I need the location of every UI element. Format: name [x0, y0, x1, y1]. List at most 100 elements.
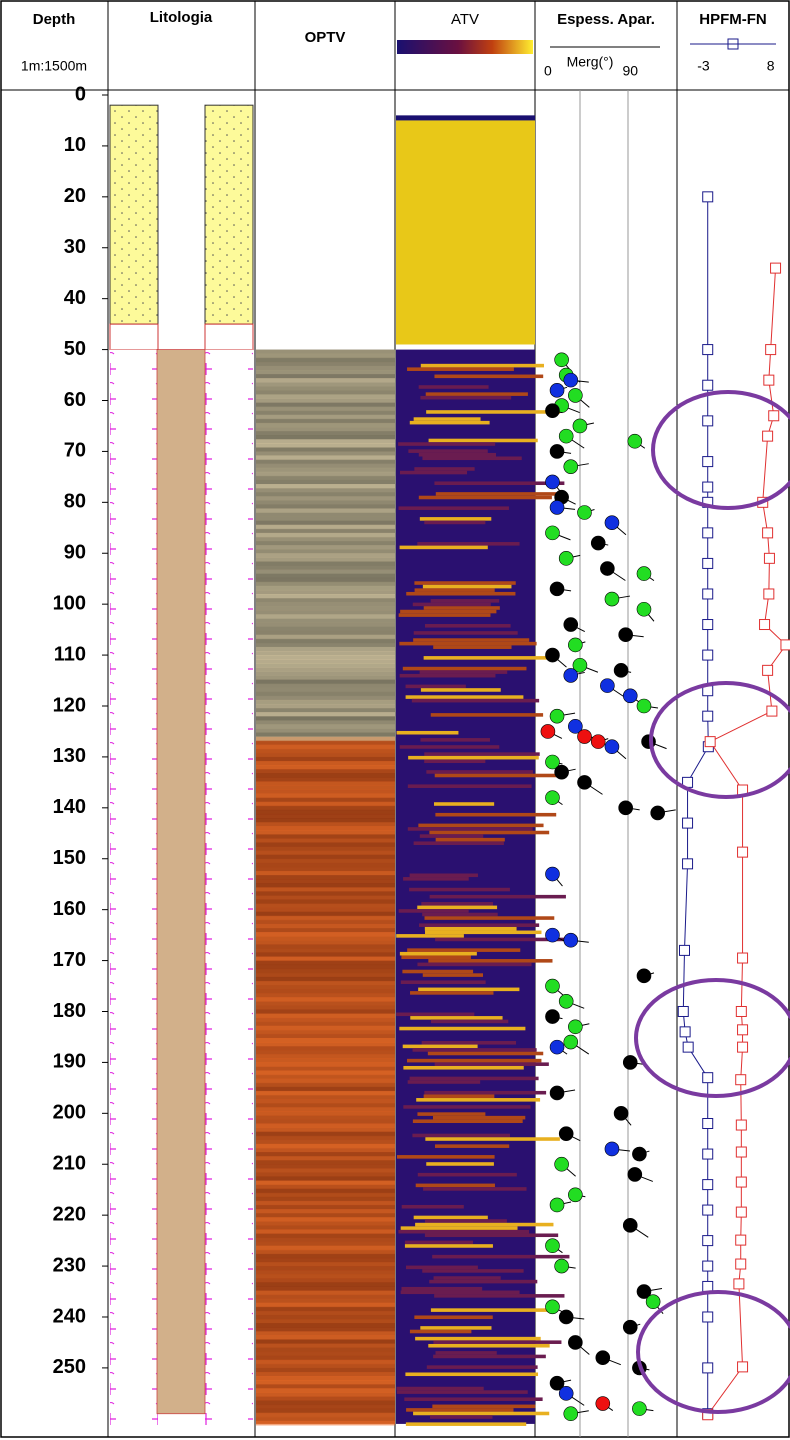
- tadpole-head: [545, 928, 559, 942]
- tadpole: [550, 1198, 571, 1212]
- optv-stripe: [256, 875, 395, 880]
- tadpole: [623, 1218, 648, 1237]
- optv-stripe: [256, 1311, 395, 1316]
- optv-stripe: [256, 1115, 395, 1120]
- optv-stripe: [256, 378, 395, 383]
- hpfm-marker: [703, 1363, 713, 1373]
- optv-stripe: [256, 895, 395, 900]
- atv-stripe: [424, 752, 539, 756]
- tadpole-head: [545, 526, 559, 540]
- optv-stripe: [256, 1201, 395, 1206]
- optv-stripe: [256, 504, 395, 509]
- tadpole-head: [605, 1142, 619, 1156]
- tadpole-head: [619, 801, 633, 815]
- optv-stripe: [256, 802, 395, 807]
- optv-stripe: [256, 1128, 395, 1133]
- tadpole: [545, 1239, 562, 1253]
- optv-stripe: [256, 508, 395, 513]
- optv-stripe: [256, 1303, 395, 1308]
- atv-stripe: [420, 670, 508, 674]
- hpfm-marker: [763, 528, 773, 538]
- atv-stripe: [425, 1137, 560, 1141]
- optv-stripe: [256, 1352, 395, 1357]
- optv-stripe: [256, 1388, 395, 1393]
- optv-stripe: [256, 537, 395, 542]
- optv-stripe: [256, 940, 395, 945]
- tadpole-head: [646, 1295, 660, 1309]
- optv-stripe: [256, 1246, 395, 1251]
- optv-stripe: [256, 618, 395, 623]
- tadpole-head: [619, 628, 633, 642]
- optv-stripe: [256, 737, 395, 742]
- optv-stripe: [256, 1124, 395, 1129]
- optv-stripe: [256, 993, 395, 998]
- optv-stripe: [256, 1380, 395, 1385]
- optv-stripe: [256, 1030, 395, 1035]
- optv-stripe: [256, 586, 395, 591]
- optv-stripe: [256, 794, 395, 799]
- dip-tick-label: 90: [622, 63, 638, 79]
- depth-tick-label: 130: [53, 745, 86, 767]
- optv-stripe: [256, 916, 395, 921]
- atv-stripe: [399, 909, 469, 913]
- optv-stripe: [256, 1005, 395, 1010]
- hpfm-marker: [703, 1312, 713, 1322]
- optv-stripe: [256, 1274, 395, 1279]
- atv-stripe: [436, 492, 564, 496]
- optv-stripe: [256, 867, 395, 872]
- optv-stripe: [256, 692, 395, 697]
- tadpole-head: [568, 388, 582, 402]
- atv-stripe: [414, 581, 515, 585]
- atv-stripe: [414, 417, 481, 421]
- atv-stripe: [431, 1020, 508, 1024]
- depth-tick-label: 60: [64, 389, 86, 411]
- hpfm-marker: [703, 558, 713, 568]
- atv-stripe: [434, 802, 494, 806]
- hpfm-marker: [738, 1042, 748, 1052]
- optv-stripe: [256, 1152, 395, 1157]
- sand-layer: [205, 105, 253, 324]
- atv-stripe: [432, 1255, 569, 1259]
- optv-stripe: [256, 920, 395, 925]
- optv-stripe: [256, 570, 395, 575]
- atv-stripe: [408, 756, 539, 760]
- optv-stripe: [256, 1356, 395, 1361]
- tadpole: [600, 562, 625, 581]
- atv-stripe: [426, 1162, 494, 1166]
- tadpole-head: [545, 1010, 559, 1024]
- optv-stripe: [256, 720, 395, 725]
- atv-stripe: [397, 731, 459, 735]
- atv-stripe: [424, 656, 553, 660]
- tadpole: [623, 1320, 640, 1334]
- optv-stripe: [256, 1335, 395, 1340]
- atv-stripe: [413, 603, 491, 607]
- optv-stripe: [256, 1250, 395, 1255]
- atv-stripe: [396, 934, 464, 938]
- hpfm-marker: [680, 1027, 690, 1037]
- lithology-header: Litologia: [150, 9, 213, 26]
- tadpole-head: [605, 740, 619, 754]
- atv-yellow: [396, 120, 535, 344]
- atv-stripe: [410, 1330, 471, 1334]
- hpfm-marker: [736, 1259, 746, 1269]
- depth-tick-label: 150: [53, 847, 86, 869]
- optv-stripe: [256, 1176, 395, 1181]
- optv-stripe: [256, 431, 395, 436]
- atv-stripe: [402, 1205, 464, 1209]
- tadpole-head: [651, 806, 665, 820]
- atv-stripe: [429, 1280, 537, 1284]
- tadpole-head: [600, 562, 614, 576]
- optv-stripe: [256, 704, 395, 709]
- optv-stripe: [256, 398, 395, 403]
- atv-stripe: [430, 895, 566, 899]
- atv-stripe: [426, 410, 560, 414]
- optv-stripe: [256, 671, 395, 676]
- atv-stripe: [408, 449, 487, 453]
- atv-stripe: [435, 1062, 549, 1066]
- atv-stripe: [406, 1266, 478, 1270]
- optv-stripe: [256, 928, 395, 933]
- hpfm-marker: [767, 706, 777, 716]
- optv-stripe: [256, 533, 395, 538]
- tadpole-head: [545, 791, 559, 805]
- atv-stripe: [435, 774, 566, 778]
